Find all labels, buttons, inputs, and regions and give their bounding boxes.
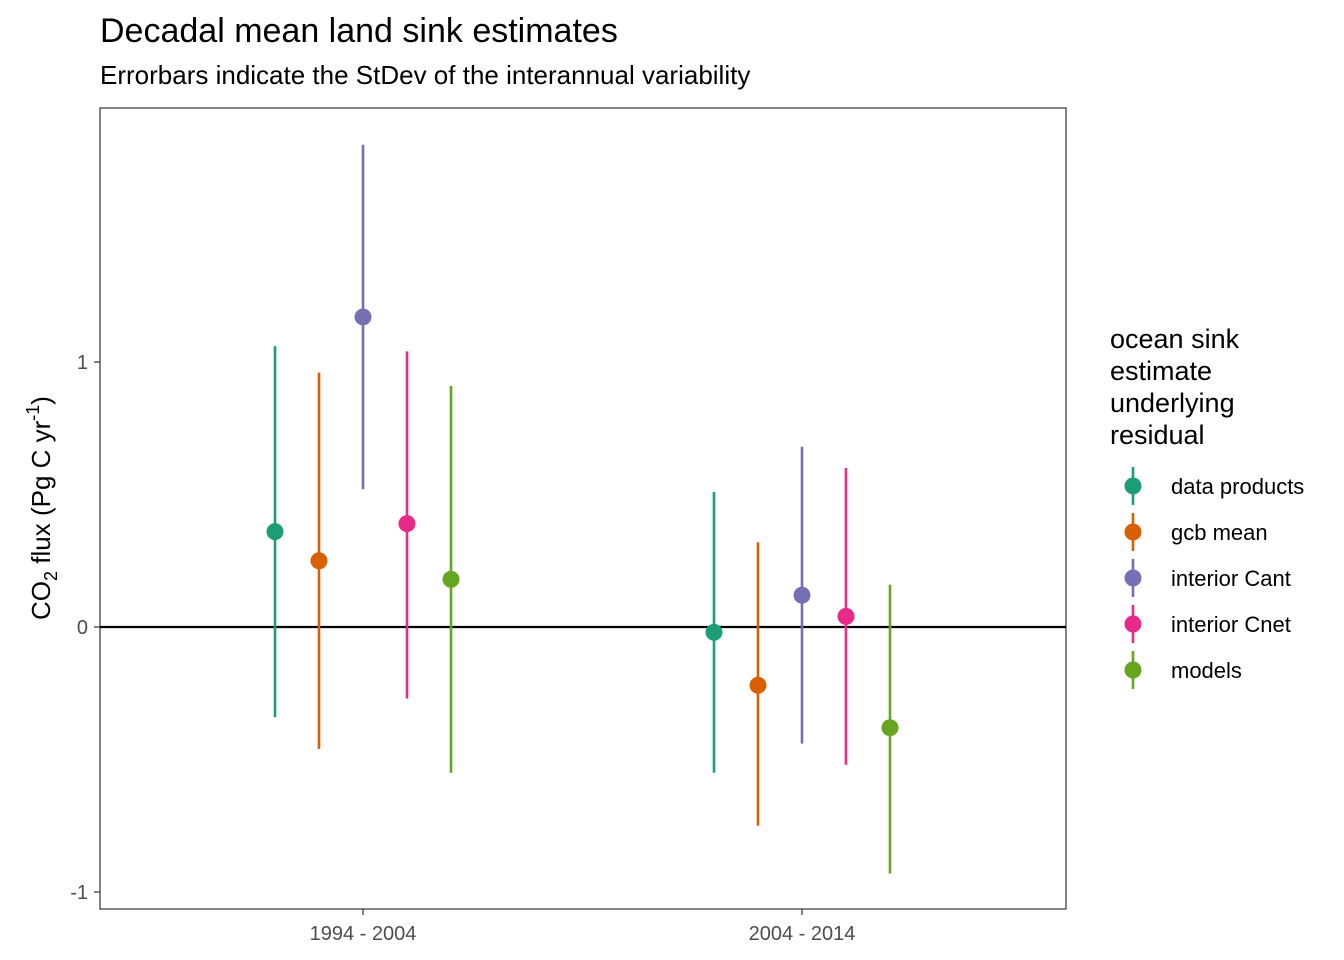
chart-subtitle: Errorbars indicate the StDev of the inte… xyxy=(100,60,750,90)
legend-key-point xyxy=(1124,523,1142,541)
data-point xyxy=(442,570,460,588)
legend-key-point xyxy=(1124,477,1142,495)
data-point xyxy=(749,676,767,694)
legend-key-point xyxy=(1124,661,1142,679)
data-point xyxy=(793,586,811,604)
chart-title: Decadal mean land sink estimates xyxy=(100,12,618,50)
data-point xyxy=(398,515,416,533)
legend-label: models xyxy=(1171,658,1242,683)
data-point xyxy=(310,552,328,570)
legend-label: interior Cant xyxy=(1171,566,1291,591)
legend-label: gcb mean xyxy=(1171,520,1268,545)
legend-label: interior Cnet xyxy=(1171,612,1291,637)
legend-title-line: underlying xyxy=(1110,388,1235,418)
legend-key-point xyxy=(1124,615,1142,633)
data-point xyxy=(881,719,899,737)
data-point xyxy=(705,623,723,641)
legend: ocean sink estimate underlying residual … xyxy=(1110,324,1304,689)
x-tick-label: 1994 - 2004 xyxy=(310,923,417,945)
data-point xyxy=(266,523,284,541)
plot-panel xyxy=(99,107,1067,910)
legend-label: data products xyxy=(1171,474,1304,499)
y-tick-label: 0 xyxy=(77,617,88,639)
x-axis: 1994 - 2004 2004 - 2014 xyxy=(310,909,856,945)
data-marks xyxy=(266,144,899,874)
legend-title-line: residual xyxy=(1110,420,1205,450)
y-tick-label: 1 xyxy=(77,352,88,374)
y-axis-title-subscript: 2 xyxy=(41,571,61,581)
y-axis-title: CO2 flux (Pg C yr-1) xyxy=(23,396,61,620)
legend-key-point xyxy=(1124,569,1142,587)
y-axis-title-superscript: -1 xyxy=(23,405,43,421)
legend-items: data products gcb mean interior Cant interi… xyxy=(1124,467,1304,689)
legend-title-line: ocean sink xyxy=(1110,324,1240,354)
y-tick-label: -1 xyxy=(70,882,88,904)
legend-title-line: estimate xyxy=(1110,356,1212,386)
y-axis: -1 0 1 xyxy=(70,352,100,904)
x-tick-label: 2004 - 2014 xyxy=(749,923,856,945)
data-point xyxy=(354,308,372,326)
data-point xyxy=(837,607,855,625)
